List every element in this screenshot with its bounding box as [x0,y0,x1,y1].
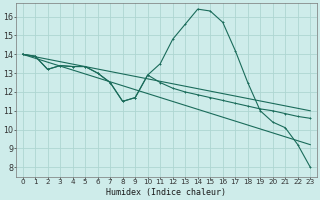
X-axis label: Humidex (Indice chaleur): Humidex (Indice chaleur) [107,188,227,197]
